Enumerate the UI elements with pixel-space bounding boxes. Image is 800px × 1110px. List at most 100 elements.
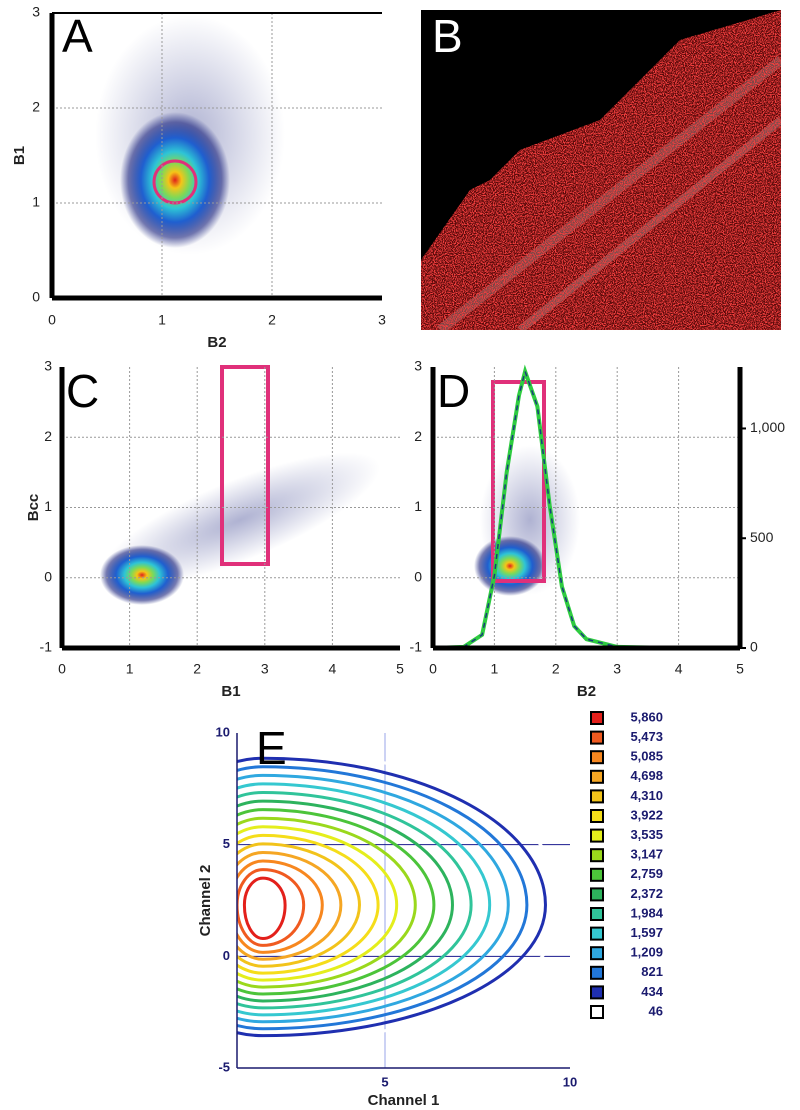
y2-tick-label: 500: [750, 529, 774, 545]
panel-letter: D: [437, 365, 470, 417]
y-tick-label: 10: [216, 724, 230, 739]
x-tick-label: 1: [491, 661, 499, 677]
contours: [237, 748, 566, 1045]
gate-rect: [491, 380, 546, 583]
contour: [237, 842, 361, 968]
legend-label: 46: [649, 1003, 663, 1018]
contour: [242, 876, 287, 940]
contour: [237, 825, 399, 982]
y-tick-label: 2: [414, 428, 422, 444]
y-tick-label: 1: [32, 194, 40, 210]
legend-label: 3,535: [630, 827, 663, 842]
y-tick-label: 5: [223, 836, 230, 851]
panel-letter: E: [256, 722, 287, 774]
x-tick-label: 5: [381, 1074, 388, 1089]
legend-label: 1,984: [630, 905, 663, 920]
x-tick-label: 5: [736, 661, 744, 677]
legend-swatch: [590, 809, 604, 823]
legend-swatch: [590, 711, 604, 725]
legend-label: 1,209: [630, 945, 663, 960]
gate-rect: [220, 365, 270, 566]
x-axis-label: B2: [577, 683, 596, 700]
cloud: [100, 545, 184, 605]
y-tick-label: 0: [44, 568, 52, 584]
legend-swatch: [590, 828, 604, 843]
x-axis-label: Channel 1: [368, 1092, 440, 1109]
legend-label: 4,698: [630, 768, 663, 783]
contour: [237, 773, 510, 1024]
contour: [237, 799, 454, 1003]
legend-label: 4,310: [630, 788, 663, 803]
density-line-dash: [432, 368, 740, 649]
contour: [237, 756, 547, 1038]
contour: [237, 850, 343, 961]
contour: [237, 816, 417, 989]
x-tick-label: 10: [563, 1074, 577, 1089]
legend-label: 2,372: [630, 886, 663, 901]
contour: [237, 748, 566, 1045]
legend-label: 3,147: [630, 847, 663, 862]
y2-tick-label: 1,000: [750, 419, 785, 435]
x-tick-label: 4: [329, 661, 337, 677]
y-tick-label: 3: [32, 4, 40, 20]
legend-swatch: [590, 926, 604, 941]
x-tick-label: 3: [613, 661, 621, 677]
x-tick-label: 0: [48, 312, 56, 328]
micrograph: [421, 10, 781, 330]
legend-label: 5,473: [630, 729, 663, 744]
x-tick-label: 5: [396, 661, 404, 677]
legend-label: 5,860: [630, 709, 663, 724]
legend-swatch: [590, 965, 604, 980]
legend-swatch: [590, 848, 604, 863]
y-tick-label: 3: [44, 358, 52, 374]
legend-label: 434: [641, 984, 663, 999]
legend-label: 3,922: [630, 807, 663, 822]
legend-swatch: [590, 769, 604, 784]
legend-label: 821: [641, 964, 663, 979]
gate-circle: [152, 159, 198, 205]
y2-tick-label: 0: [750, 639, 758, 655]
y-axis-label: Channel 2: [197, 865, 214, 937]
x-tick-label: 2: [552, 661, 560, 677]
panel-letter: B: [432, 10, 463, 62]
legend-label: 2,759: [630, 866, 663, 881]
contour: [237, 790, 473, 1010]
cloud: [120, 112, 230, 248]
y-tick-label: 1: [44, 498, 52, 514]
legend-swatch: [590, 867, 604, 882]
panel-letter: A: [62, 10, 93, 62]
x-tick-label: 0: [429, 661, 437, 677]
x-tick-label: 4: [675, 661, 683, 677]
legend-swatch: [590, 789, 604, 804]
x-tick-label: 3: [261, 661, 269, 677]
y-axis-label: Bcc: [25, 494, 42, 522]
y-tick-label: 0: [414, 568, 422, 584]
y-tick-label: 2: [44, 428, 52, 444]
y-axis-label: B1: [11, 146, 28, 165]
legend-label: 5,085: [630, 749, 663, 764]
legend-swatch: [590, 750, 604, 765]
x-tick-label: 3: [378, 312, 386, 328]
legend-swatch: [590, 985, 604, 1000]
legend-swatch: [590, 907, 604, 921]
x-tick-label: 2: [268, 312, 276, 328]
y-tick-label: -1: [410, 639, 423, 655]
density-clouds: [95, 15, 580, 605]
legend-label: 1,597: [630, 925, 663, 940]
contour: [237, 868, 306, 947]
legend-swatch: [590, 887, 604, 902]
contour: [237, 833, 380, 975]
legend-swatch: [590, 1005, 604, 1019]
y-tick-label: 0: [32, 289, 40, 305]
x-tick-label: 1: [158, 312, 166, 328]
contour: [237, 782, 492, 1017]
contour: [237, 859, 324, 954]
legend-swatch: [590, 730, 604, 745]
density-line: [432, 364, 740, 650]
y-tick-label: -5: [218, 1059, 230, 1074]
x-axis-label: B2: [207, 334, 226, 351]
panel-letter: C: [66, 365, 99, 417]
y-tick-label: 2: [32, 99, 40, 115]
y-tick-label: 3: [414, 358, 422, 374]
